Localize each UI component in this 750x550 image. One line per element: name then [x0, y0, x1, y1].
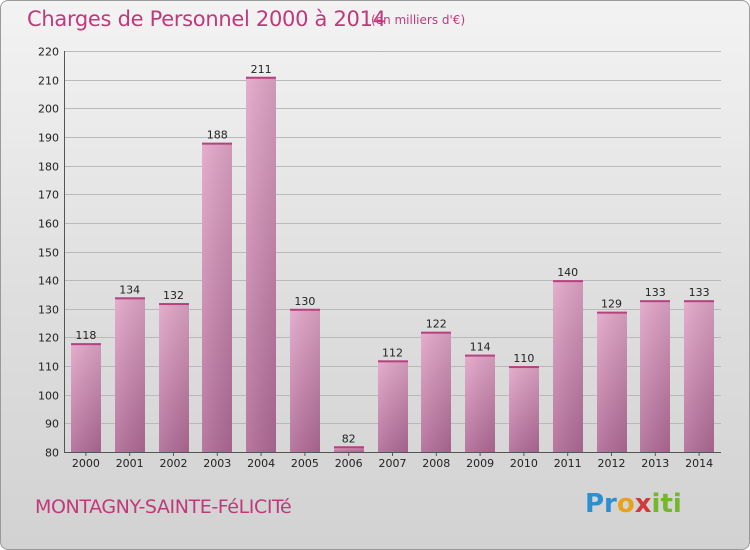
- bar-shade: [159, 303, 189, 452]
- value-label: 133: [645, 286, 666, 299]
- y-tick-label: 120: [38, 332, 59, 345]
- chart-title: Charges de Personnel 2000 à 2014: [27, 7, 386, 31]
- bar-top-edge: [290, 308, 320, 311]
- y-tick-label: 170: [38, 189, 59, 202]
- value-label: 118: [75, 329, 96, 342]
- x-tick-label: 2009: [466, 457, 494, 470]
- y-tick-label: 90: [45, 418, 59, 431]
- bar-top-edge: [684, 300, 714, 303]
- value-label: 188: [207, 129, 228, 142]
- value-labels: 118 134 132 188 211 130 82 112 122 114 110 140 129 13…: [75, 63, 709, 445]
- y-tick-label: 200: [38, 103, 59, 116]
- value-label: 134: [119, 283, 140, 296]
- bar-shade: [115, 297, 145, 452]
- bar-shade: [202, 142, 232, 452]
- y-tick-label: 220: [38, 46, 59, 59]
- y-tick-label: 190: [38, 132, 59, 145]
- bar-top-edge: [246, 76, 276, 79]
- bar-shade: [640, 300, 670, 452]
- bar-top-edge: [640, 300, 670, 303]
- bar-shade: [553, 280, 583, 452]
- value-label: 114: [470, 341, 491, 354]
- y-tick-label: 180: [38, 161, 59, 174]
- x-tick-label: 2004: [247, 457, 275, 470]
- y-tick-label: 100: [38, 390, 59, 403]
- town-name: MONTAGNY-SAINTE-FéLICITé: [35, 496, 292, 518]
- value-label: 140: [557, 266, 578, 279]
- y-tick-label: 160: [38, 218, 59, 231]
- bar-shade: [421, 331, 451, 452]
- bar-top-edge: [509, 366, 539, 369]
- value-label: 130: [294, 295, 315, 308]
- y-tick-label: 140: [38, 275, 59, 288]
- value-label: 112: [382, 346, 403, 359]
- x-tick-label: 2012: [598, 457, 626, 470]
- x-tick-label: 2003: [203, 457, 231, 470]
- value-label: 122: [426, 318, 447, 331]
- x-tick-label: 2006: [335, 457, 363, 470]
- axes: 80 90 100 110 120 130 140 150 160 170 180 190 200 210…: [38, 46, 721, 470]
- x-tick-label: 2002: [160, 457, 188, 470]
- proxiti-logo: Proxiti: [585, 489, 682, 519]
- chart-subtitle: (en milliers d'€): [371, 13, 466, 27]
- bar-top-edge: [159, 303, 189, 306]
- value-label: 211: [251, 63, 272, 76]
- bar-shade: [509, 366, 539, 452]
- value-label: 110: [513, 352, 534, 365]
- bar-shade: [71, 343, 101, 452]
- value-label: 133: [689, 286, 710, 299]
- x-tick-label: 2007: [379, 457, 407, 470]
- x-tick-label: 2005: [291, 457, 319, 470]
- bar-shade: [246, 76, 276, 453]
- value-label: 129: [601, 298, 622, 311]
- x-tick-label: 2008: [422, 457, 450, 470]
- bar-top-edge: [465, 354, 495, 357]
- bar-shade: [465, 354, 495, 452]
- y-tick-label: 130: [38, 304, 59, 317]
- bar-shade: [334, 446, 364, 452]
- y-tick-label: 80: [45, 447, 59, 460]
- bar-top-edge: [115, 297, 145, 300]
- x-tick-label: 2001: [116, 457, 144, 470]
- y-tick-label: 210: [38, 75, 59, 88]
- x-tick-label: 2000: [72, 457, 100, 470]
- bars: [71, 76, 714, 453]
- bar-top-edge: [597, 311, 627, 314]
- bar-shade: [290, 308, 320, 452]
- bar-shade: [597, 311, 627, 452]
- bar-top-edge: [553, 280, 583, 283]
- bar-shade: [684, 300, 714, 452]
- value-label: 82: [342, 432, 356, 445]
- bar-top-edge: [202, 142, 232, 145]
- bar-top-edge: [71, 343, 101, 346]
- y-tick-label: 110: [38, 361, 59, 374]
- x-tick-label: 2011: [554, 457, 582, 470]
- x-tick-label: 2013: [641, 457, 669, 470]
- bar-top-edge: [421, 331, 451, 334]
- x-tick-label: 2014: [685, 457, 713, 470]
- x-tick-label: 2010: [510, 457, 538, 470]
- bar-top-edge: [334, 446, 364, 449]
- y-tick-label: 150: [38, 247, 59, 260]
- bar-shade: [378, 360, 408, 452]
- bar-top-edge: [378, 360, 408, 363]
- value-label: 132: [163, 289, 184, 302]
